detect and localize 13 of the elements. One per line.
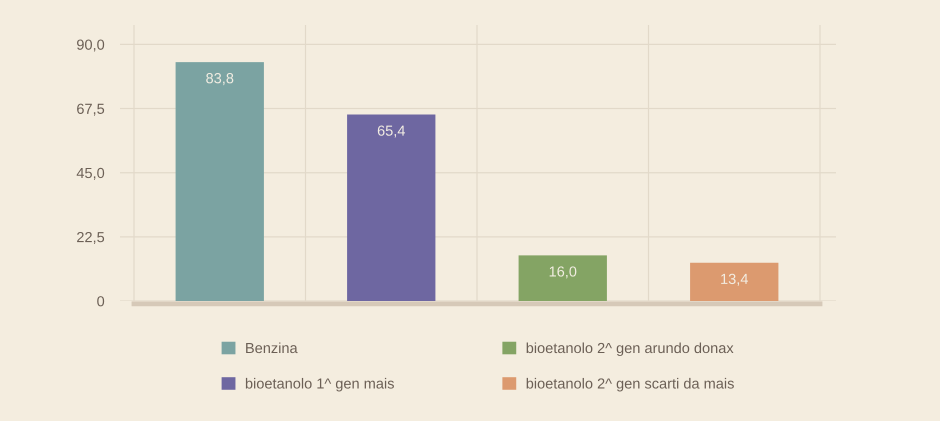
y-tick-label: 22,5 [77, 232, 104, 244]
legend-label: bioetanolo 2^ gen scarti da mais [526, 378, 734, 392]
legend-label: bioetanolo 2^ gen arundo donax [526, 342, 734, 356]
legend-label: bioetanolo 1^ gen mais [246, 378, 394, 392]
data-label: 13,4 [721, 274, 748, 286]
y-tick-label: 67,5 [77, 104, 104, 116]
legend-label: Benzina [246, 342, 298, 354]
data-label: 65,4 [378, 125, 406, 138]
y-tick-label: 0 [97, 296, 104, 306]
y-tick-label: 90,0 [77, 39, 104, 52]
data-label: 83,8 [206, 73, 234, 86]
y-tick-label: 45,0 [76, 168, 104, 180]
data-label: 16,0 [550, 266, 576, 278]
